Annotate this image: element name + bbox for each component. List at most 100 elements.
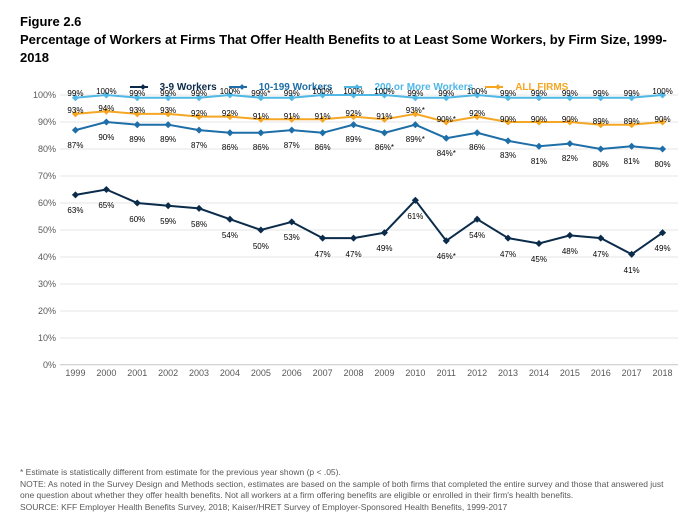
y-tick-label: 80% [26,144,56,154]
data-label: 90% [98,133,114,142]
y-tick-label: 60% [26,198,56,208]
footnote-line: NOTE: As noted in the Survey Design and … [20,479,678,502]
data-label: 83% [500,151,516,160]
x-tick-label: 2010 [405,368,425,378]
data-label: 48% [562,247,578,256]
data-label: 100% [220,87,240,96]
series-marker [597,145,604,152]
data-label: 91% [284,112,300,121]
x-tick-label: 2008 [344,368,364,378]
data-label: 99%* [251,89,270,98]
x-tick-label: 2002 [158,368,178,378]
footnotes: * Estimate is statistically different fr… [20,467,678,513]
series-marker [72,126,79,133]
plot-area [60,95,678,365]
series-marker [103,186,110,193]
data-label: 81% [624,157,640,166]
data-label: 46%* [437,252,456,261]
chart-header: Figure 2.6 Percentage of Workers at Firm… [0,0,698,74]
data-label: 91% [253,112,269,121]
data-label: 90% [531,115,547,124]
data-label: 90% [562,115,578,124]
data-label: 80% [655,160,671,169]
data-label: 92% [346,109,362,118]
x-tick-label: 2011 [437,368,456,378]
data-label: 89% [346,135,362,144]
data-label: 89% [129,135,145,144]
data-label: 99% [284,89,300,98]
data-label: 47% [593,250,609,259]
x-tick-label: 2013 [498,368,518,378]
y-tick-label: 70% [26,171,56,181]
data-label: 58% [191,220,207,229]
data-label: 99% [562,89,578,98]
y-tick-label: 30% [26,279,56,289]
footnote-line: SOURCE: KFF Employer Health Benefits Sur… [20,502,678,513]
data-label: 100% [652,87,672,96]
x-tick-label: 2017 [622,368,642,378]
series-marker [196,126,203,133]
plot-svg [60,95,678,365]
series-marker [288,126,295,133]
y-tick-label: 90% [26,117,56,127]
series-marker [134,199,141,206]
data-label: 99% [129,89,145,98]
series-marker [257,226,264,233]
x-tick-label: 2015 [560,368,580,378]
data-label: 53% [284,233,300,242]
y-tick-label: 10% [26,333,56,343]
data-label: 92% [469,109,485,118]
series-marker [659,145,666,152]
series-marker [535,240,542,247]
data-label: 91% [376,112,392,121]
y-tick-label: 100% [26,90,56,100]
data-label: 65% [98,201,114,210]
x-tick-label: 2001 [127,368,147,378]
chart-title: Percentage of Workers at Firms That Offe… [20,31,678,66]
data-label: 86% [315,143,331,152]
data-label: 49% [376,244,392,253]
data-label: 93% [160,106,176,115]
y-tick-label: 50% [26,225,56,235]
series-marker [319,234,326,241]
series-marker [505,137,512,144]
data-label: 90% [500,115,516,124]
legend-item: ALL FIRMS [485,82,568,93]
data-label: 93%* [406,106,425,115]
series-marker [257,129,264,136]
series-marker [103,118,110,125]
data-label: 49% [655,244,671,253]
data-label: 80% [593,160,609,169]
data-label: 94% [98,104,114,113]
series-marker [443,134,450,141]
x-tick-label: 2004 [220,368,240,378]
data-label: 89% [160,135,176,144]
data-label: 100% [374,87,394,96]
y-tick-label: 20% [26,306,56,316]
data-label: 63% [67,206,83,215]
data-label: 82% [562,154,578,163]
data-label: 99% [500,89,516,98]
data-label: 86% [253,143,269,152]
data-label: 99% [531,89,547,98]
series-marker [196,204,203,211]
data-label: 87% [284,141,300,150]
series-marker [381,129,388,136]
x-tick-label: 2007 [313,368,333,378]
series-marker [350,234,357,241]
data-label: 54% [469,231,485,240]
data-label: 99% [67,89,83,98]
series-marker [597,234,604,241]
footnote-line: * Estimate is statistically different fr… [20,467,678,478]
data-label: 86%* [375,143,394,152]
data-label: 99% [191,89,207,98]
data-label: 47% [500,250,516,259]
data-label: 100% [467,87,487,96]
data-label: 89%* [406,135,425,144]
data-label: 99% [438,89,454,98]
data-label: 92% [191,109,207,118]
series-marker [226,129,233,136]
data-label: 99% [407,89,423,98]
data-label: 90% [655,115,671,124]
x-tick-label: 2016 [591,368,611,378]
